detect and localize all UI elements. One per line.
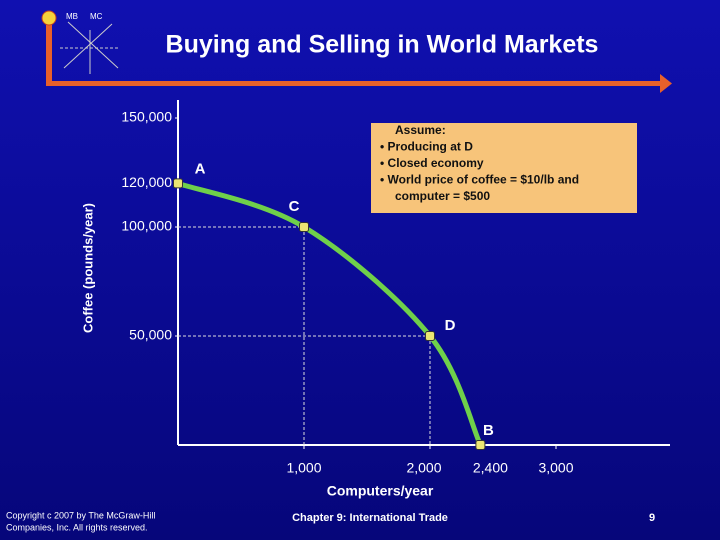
chapter: Chapter 9: International Trade	[292, 512, 448, 524]
y-tick-label: 150,000	[121, 109, 172, 125]
page-number: 9	[649, 512, 655, 524]
logo-text: MB	[66, 12, 78, 21]
point-label: B	[483, 422, 494, 439]
copyright: Companies, Inc. All rights reserved.	[6, 522, 148, 532]
copyright: Copyright c 2007 by The McGraw-Hill	[6, 510, 155, 520]
plot: 1,000 2,000 2,400 3,000 50,000 100,000 120,000…	[121, 109, 573, 476]
y-tick-label: 50,000	[129, 327, 172, 343]
point	[173, 178, 183, 189]
point-label: D	[445, 317, 456, 334]
title-rule	[46, 81, 666, 86]
annotation-line: • Producing at D	[380, 140, 473, 154]
logo-line	[63, 23, 113, 69]
annotation: Assume: • Producing at D • Closed economy •…	[380, 123, 579, 203]
x-tick-label: 2,400	[473, 460, 508, 476]
curve	[177, 181, 483, 447]
x-tick-label: 2,000	[406, 460, 441, 476]
annotation-box	[371, 123, 637, 213]
logo-text: MC	[90, 12, 103, 21]
x-axis-label: Computers/year	[327, 483, 434, 499]
y-axis-label: Coffee (pounds/year)	[80, 203, 95, 333]
annotation-line: • Closed economy	[380, 156, 484, 170]
annotation-line: • World price of coffee = $10/lb and	[380, 173, 579, 187]
logo-bar	[46, 14, 52, 86]
annotation-line: computer = $500	[395, 189, 490, 203]
annotation-line: Assume:	[395, 123, 446, 137]
title: Buying and Selling in World Markets	[166, 31, 599, 59]
point	[425, 331, 435, 341]
logo-line	[67, 21, 119, 69]
point	[299, 222, 309, 232]
logo-dot	[41, 10, 57, 26]
title-rule-arrow	[660, 74, 672, 93]
x-tick-label: 1,000	[286, 460, 321, 476]
point	[475, 440, 486, 450]
point-label: C	[289, 198, 300, 215]
y-tick-label: 120,000	[121, 174, 172, 190]
x-tick-label: 3,000	[538, 460, 573, 476]
point-label: A	[195, 160, 206, 177]
y-tick-label: 100,000	[121, 218, 172, 234]
